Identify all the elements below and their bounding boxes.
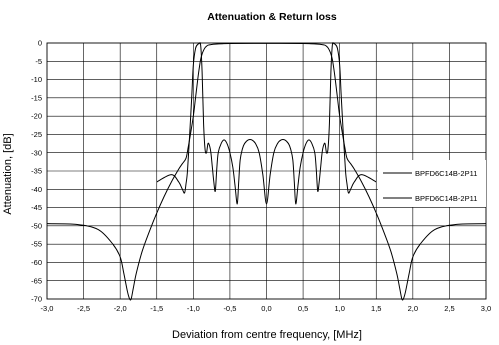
x-tick-label: 1,0 <box>334 304 344 313</box>
x-tick-label: -3,0 <box>41 304 54 313</box>
y-tick-label: -40 <box>31 185 42 194</box>
x-tick-label: -0,5 <box>223 304 236 313</box>
chart-title: Attenuation & Return loss <box>207 11 337 23</box>
y-tick-label: -45 <box>31 203 42 212</box>
x-tick-label: -2,0 <box>114 304 127 313</box>
return-loss-curve <box>156 42 377 205</box>
y-tick-label: -55 <box>31 240 42 249</box>
y-tick-label: -5 <box>35 57 42 66</box>
x-tick-label: 1,5 <box>371 304 381 313</box>
y-tick-label: -70 <box>31 295 42 304</box>
legend-entry: BPFD6C14B-2P11 <box>415 194 477 203</box>
y-tick-label: -30 <box>31 148 42 157</box>
x-tick-label: 0,5 <box>298 304 308 313</box>
y-tick-label: -65 <box>31 276 42 285</box>
x-tick-label: -1,0 <box>187 304 200 313</box>
x-tick-label: -2,5 <box>77 304 90 313</box>
grid-lines <box>47 43 486 299</box>
y-tick-label: -50 <box>31 221 42 230</box>
legend-background <box>378 160 486 207</box>
x-tick-label: -1,5 <box>150 304 163 313</box>
x-axis-label: Deviation from centre frequency, [MHz] <box>172 329 362 341</box>
x-tick-label: 0,0 <box>261 304 271 313</box>
y-tick-label: 0 <box>38 39 42 48</box>
y-tick-labels: 0 -5 -10 -15 -20 -25 -30 -35 -40 -45 -50 -55 -60 -65 -… <box>31 39 42 304</box>
x-tick-labels: -3,0 -2,5 -2,0 -1,5 -1,0 -0,5 0,0 0,5 1,0 1,5 2,0 2… <box>41 304 492 313</box>
x-tick-label: 2,5 <box>444 304 454 313</box>
y-tick-label: -20 <box>31 112 42 121</box>
y-tick-label: -25 <box>31 130 42 139</box>
y-axis-label: Attenuation, [dB] <box>2 133 14 214</box>
x-tick-label: 3,0 <box>481 304 491 313</box>
legend: BPFD6C14B-2P11 BPFD6C14B-2P11 <box>378 160 486 207</box>
y-tick-label: -35 <box>31 167 42 176</box>
y-tick-label: -15 <box>31 93 42 102</box>
y-tick-label: -10 <box>31 75 42 84</box>
legend-entry: BPFD6C14B-2P11 <box>415 169 477 178</box>
y-tick-label: -60 <box>31 258 42 267</box>
x-tick-label: 2,0 <box>408 304 418 313</box>
